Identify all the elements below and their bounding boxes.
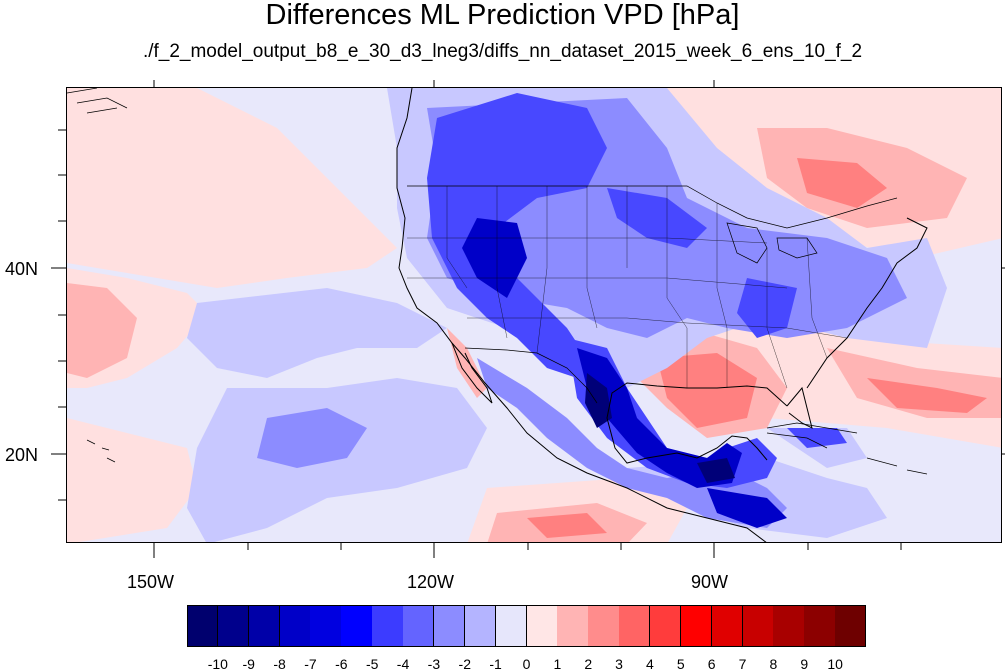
colorbar-swatch (495, 605, 527, 647)
map-subtitle: ./f_2_model_output_b8_e_30_d3_lneg3/diff… (142, 41, 863, 62)
colorbar-swatch (248, 605, 281, 647)
colorbar-label: -1 (489, 656, 502, 672)
field-positive-high (527, 158, 987, 538)
state-boundaries (407, 186, 848, 389)
colorbar-label: -4 (396, 656, 410, 672)
colorbar-label: -7 (304, 656, 317, 672)
colorbar-swatch (310, 605, 342, 647)
colorbar-label: 10 (827, 656, 843, 672)
colorbar-label: 9 (800, 656, 809, 672)
colorbar-swatch (711, 605, 744, 647)
colorbar-swatch (217, 605, 250, 647)
colorbar-label: -8 (273, 656, 286, 672)
map-panel (66, 87, 1002, 543)
colorbar-swatch (649, 605, 682, 647)
colorbar-label: -2 (458, 656, 471, 672)
lon-label-90w: 90W (691, 572, 729, 592)
colorbar-swatch (835, 605, 867, 647)
colorbar-swatch (372, 605, 404, 647)
colorbar-label: 1 (553, 656, 562, 672)
colorbar-swatch (742, 605, 774, 647)
colorbar-label: -6 (335, 656, 348, 672)
colorbar-label: 6 (707, 656, 716, 672)
colorbar (187, 605, 867, 647)
lat-label-20n: 20N (5, 445, 39, 465)
colorbar-label: 5 (676, 656, 685, 672)
colorbar-label: -5 (365, 656, 379, 672)
map-canvas (67, 88, 1001, 542)
colorbar-swatch (403, 605, 435, 647)
lat-label-40n: 40N (5, 259, 39, 279)
colorbar-label: -3 (427, 656, 441, 672)
lon-label-120w: 120W (407, 572, 455, 592)
colorbar-swatch (680, 605, 713, 647)
colorbar-swatch (557, 605, 589, 647)
colorbar-label: 7 (738, 656, 747, 672)
colorbar-swatch (341, 605, 373, 647)
colorbar-label: 4 (646, 656, 654, 672)
colorbar-label: -10 (207, 656, 228, 672)
colorbar-label: 8 (769, 656, 778, 672)
lon-label-150w: 150W (127, 572, 175, 592)
colorbar-swatch (464, 605, 497, 647)
coastlines (67, 88, 928, 542)
colorbar-swatch (433, 605, 466, 647)
colorbar-label: 2 (584, 656, 593, 672)
colorbar-swatch (526, 605, 558, 647)
colorbar-label: -9 (242, 656, 255, 672)
map-title: Differences ML Prediction VPD [hPa] (265, 0, 740, 31)
colorbar-swatch (804, 605, 836, 647)
field-negative-core (585, 373, 735, 483)
colorbar-swatch (187, 605, 219, 647)
colorbar-swatch (279, 605, 311, 647)
colorbar-label: 0 (522, 656, 531, 672)
colorbar-swatch (619, 605, 651, 647)
colorbar-label: 3 (615, 656, 623, 672)
colorbar-swatch (588, 605, 620, 647)
colorbar-swatch (773, 605, 805, 647)
